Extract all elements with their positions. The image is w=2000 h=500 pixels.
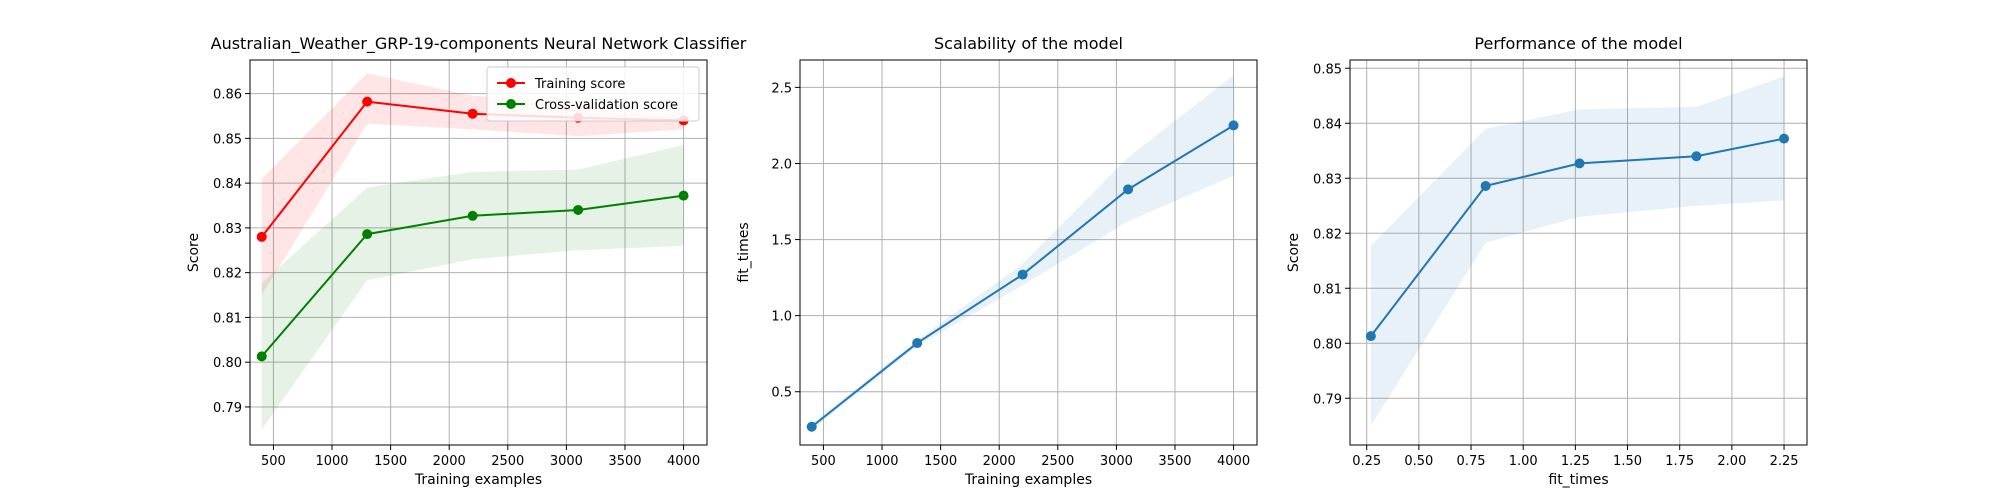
data-point [362, 229, 373, 240]
x-tick-label: 4000 [667, 454, 700, 469]
y-axis-label: Score [186, 233, 202, 272]
chart-2: 500 1000 1500 2000 2500 3000 3500 4000 0.5 1.0 1.5… [736, 34, 1258, 488]
y-tick-label: 0.79 [213, 401, 242, 416]
series-band-2 [261, 145, 684, 430]
y-tick-label: 0.85 [213, 132, 242, 147]
legend-label: Training score [534, 77, 625, 92]
y-axis-label: Score [1286, 233, 1302, 272]
legend-box [486, 66, 700, 122]
data-point [362, 96, 373, 107]
y-tick-label: 1.0 [771, 310, 792, 325]
y-tick-label: 1.5 [771, 234, 792, 249]
chart-title: Performance of the model [1474, 34, 1682, 53]
x-tick-label: 0.50 [1404, 454, 1433, 469]
x-tick-label: 0.25 [1352, 454, 1381, 469]
x-tick-label: 4000 [1217, 454, 1250, 469]
x-tick-label: 1500 [924, 454, 957, 469]
data-point [1017, 269, 1028, 280]
plot-frame [1349, 59, 1808, 446]
x-tick-label: 2500 [491, 454, 524, 469]
y-axis-label: fit_times [736, 222, 752, 282]
series-band-1 [1370, 76, 1785, 426]
y-tick-label: 0.82 [213, 267, 242, 282]
x-tick-label: 500 [261, 454, 286, 469]
y-tick-label: 2.0 [771, 157, 792, 172]
data-point [1779, 133, 1790, 144]
x-tick-label: 1.00 [1509, 454, 1538, 469]
x-tick-label: 3500 [1158, 454, 1191, 469]
chart-3: 0.25 0.50 0.75 1.00 1.25 1.50 1.75 2.00 2.25 0.79… [1286, 34, 1808, 488]
data-point [1691, 151, 1702, 162]
y-tick-label: 0.80 [213, 356, 242, 371]
x-tick-label: 1500 [374, 454, 407, 469]
x-tick-label: 1.50 [1613, 454, 1642, 469]
x-axis-label: Training examples [414, 472, 542, 488]
y-tick-label: 0.83 [1313, 172, 1342, 187]
x-tick-label: 2000 [433, 454, 466, 469]
chart-1: 500 1000 1500 2000 2500 3000 3500 4000 0.79 0.80 0… [186, 34, 747, 488]
y-tick-label: 0.84 [1313, 117, 1342, 132]
x-axis-label: Training examples [964, 472, 1092, 488]
x-tick-label: 500 [811, 454, 836, 469]
chart-title: Scalability of the model [934, 34, 1123, 53]
x-tick-label: 3000 [550, 454, 583, 469]
y-tick-label: 0.79 [1313, 392, 1342, 407]
x-tick-label: 2000 [983, 454, 1016, 469]
y-tick-label: 2.5 [771, 81, 792, 96]
y-tick-label: 0.83 [213, 222, 242, 237]
y-tick-label: 0.5 [771, 386, 792, 401]
chart-title: Australian_Weather_GRP-19-components Neu… [211, 34, 747, 54]
y-tick-label: 0.82 [1313, 227, 1342, 242]
data-point [1365, 331, 1376, 342]
data-point [256, 231, 267, 242]
x-tick-label: 1000 [315, 454, 348, 469]
data-point [1123, 184, 1134, 195]
plot-frame [249, 59, 708, 446]
y-tick-label: 0.80 [1313, 337, 1342, 352]
x-tick-label: 1000 [865, 454, 898, 469]
x-tick-label: 2.25 [1770, 454, 1799, 469]
legend-marker [506, 99, 516, 109]
data-point [467, 210, 478, 221]
plot-frame [799, 59, 1258, 446]
data-point [256, 351, 267, 362]
data-point [806, 421, 817, 432]
data-point [1574, 158, 1585, 169]
y-tick-label: 0.86 [213, 88, 242, 103]
data-point [467, 108, 478, 119]
x-tick-label: 2.00 [1717, 454, 1746, 469]
x-tick-label: 3000 [1100, 454, 1133, 469]
y-tick-label: 0.81 [1313, 282, 1342, 297]
data-point [1480, 180, 1491, 191]
x-axis-label: fit_times [1548, 472, 1608, 488]
data-point [573, 204, 584, 215]
y-tick-label: 0.81 [213, 311, 242, 326]
legend: Training score Cross-validation score [486, 66, 700, 122]
data-point [678, 190, 689, 201]
x-tick-label: 1.75 [1665, 454, 1694, 469]
x-tick-label: 1.25 [1561, 454, 1590, 469]
legend-marker [506, 78, 516, 88]
x-tick-label: 2500 [1041, 454, 1074, 469]
data-point [912, 338, 923, 349]
data-point [1228, 120, 1239, 131]
y-tick-label: 0.85 [1313, 62, 1342, 77]
x-tick-label: 0.75 [1457, 454, 1486, 469]
series-band-1 [261, 73, 684, 296]
y-tick-label: 0.84 [213, 177, 242, 192]
x-tick-label: 3500 [608, 454, 641, 469]
legend-label: Cross-validation score [535, 98, 678, 113]
